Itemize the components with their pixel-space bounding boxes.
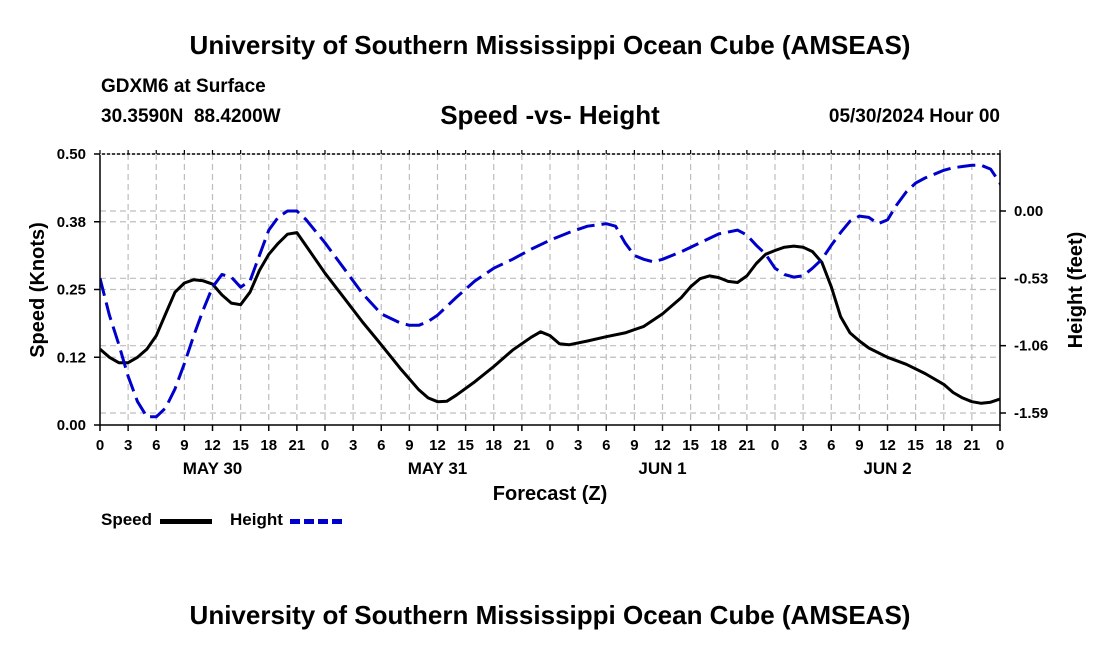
- legend-height-label: Height: [230, 510, 283, 529]
- x-tick-label: 0: [771, 437, 779, 454]
- datetime-label: 05/30/2024 Hour 00: [828, 106, 1000, 127]
- y2-axis-title: Height (feet): [1065, 232, 1087, 349]
- y-tick-label: 0.50: [57, 146, 86, 163]
- day-label: JUN 1: [638, 459, 686, 478]
- y2-tick-label: -0.53: [1014, 270, 1048, 287]
- x-tick-label: 15: [457, 437, 474, 454]
- x-tick-label: 21: [289, 437, 306, 454]
- legend-speed-swatch: [160, 519, 212, 524]
- x-tick-label: 12: [429, 437, 446, 454]
- x-tick-label: 9: [180, 437, 188, 454]
- x-tick-label: 3: [124, 437, 132, 454]
- x-tick-label: 3: [574, 437, 582, 454]
- x-tick-label: 21: [964, 437, 981, 454]
- x-tick-label: 18: [935, 437, 952, 454]
- y2-tick-label: -1.59: [1014, 405, 1048, 422]
- y-tick-label: 0.00: [57, 417, 86, 434]
- y-tick-label: 0.12: [57, 349, 86, 366]
- x-tick-label: 6: [602, 437, 610, 454]
- x-tick-label: 6: [827, 437, 835, 454]
- x-tick-label: 9: [405, 437, 413, 454]
- x-tick-label: 6: [152, 437, 160, 454]
- x-tick-label: 12: [654, 437, 671, 454]
- legend-height-swatch: [290, 519, 342, 524]
- x-tick-label: 18: [485, 437, 502, 454]
- series-line-height: [100, 163, 1000, 419]
- x-tick-label: 21: [739, 437, 756, 454]
- x-tick-label: 0: [96, 437, 104, 454]
- x-tick-label: 12: [204, 437, 221, 454]
- model-label: GDXM6 at Surface: [101, 76, 266, 97]
- page-title-bottom: University of Southern Mississippi Ocean…: [189, 600, 911, 630]
- day-label: MAY 31: [408, 459, 468, 478]
- x-tick-label: 3: [349, 437, 357, 454]
- x-tick-label: 0: [321, 437, 329, 454]
- day-label: MAY 30: [183, 459, 243, 478]
- page-title-top: University of Southern Mississippi Ocean…: [189, 30, 911, 60]
- legend-speed-label: Speed: [101, 510, 153, 529]
- chart-title: Speed -vs- Height: [440, 100, 660, 130]
- x-tick-label: 15: [232, 437, 249, 454]
- x-tick-label: 15: [682, 437, 699, 454]
- x-tick-label: 15: [907, 437, 924, 454]
- x-tick-label: 18: [710, 437, 727, 454]
- x-tick-label: 0: [996, 437, 1004, 454]
- x-tick-label: 0: [546, 437, 554, 454]
- series-line-speed: [100, 231, 1000, 405]
- x-tick-label: 12: [879, 437, 896, 454]
- y-tick-label: 0.38: [57, 214, 86, 231]
- x-tick-label: 18: [260, 437, 277, 454]
- y-tick-label: 0.25: [57, 282, 86, 299]
- day-label: JUN 2: [863, 459, 911, 478]
- coords-label: 30.3590N 88.4200W: [101, 106, 281, 127]
- x-tick-label: 3: [799, 437, 807, 454]
- x-tick-label: 6: [377, 437, 385, 454]
- x-tick-label: 9: [855, 437, 863, 454]
- y-axis-title: Speed (Knots): [27, 222, 49, 358]
- y2-tick-label: -1.06: [1014, 338, 1048, 355]
- x-tick-label: 21: [514, 437, 531, 454]
- x-tick-label: 9: [630, 437, 638, 454]
- y2-tick-label: 0.00: [1014, 203, 1043, 220]
- x-axis-title: Forecast (Z): [493, 483, 607, 505]
